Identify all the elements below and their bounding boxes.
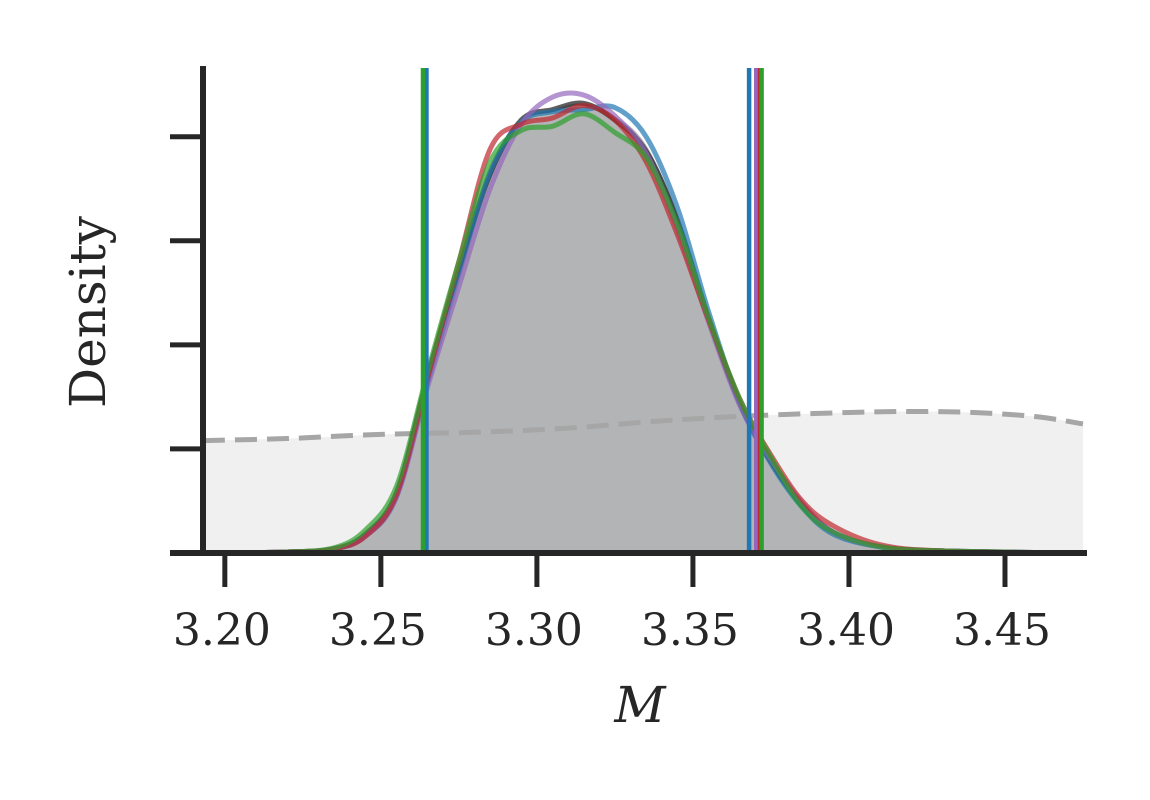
y-axis-title: Density	[59, 215, 117, 408]
axes: 3.20 3.25 3.30 3.35 3.40 3.45	[170, 66, 1087, 656]
plot-area	[202, 68, 1084, 556]
density-curve-4	[202, 102, 1084, 556]
density-curve-5	[202, 111, 1084, 556]
x-tick-label: 3.35	[641, 605, 739, 656]
x-tick-label: 3.40	[797, 605, 895, 656]
x-tick-label: 3.30	[485, 605, 583, 656]
x-tick-label: 3.20	[173, 605, 271, 656]
x-tick-label: 3.45	[953, 605, 1051, 656]
prior-dashed-line	[202, 408, 1084, 444]
x-axis-title: M	[613, 676, 667, 734]
x-tick-label: 3.25	[329, 605, 427, 656]
